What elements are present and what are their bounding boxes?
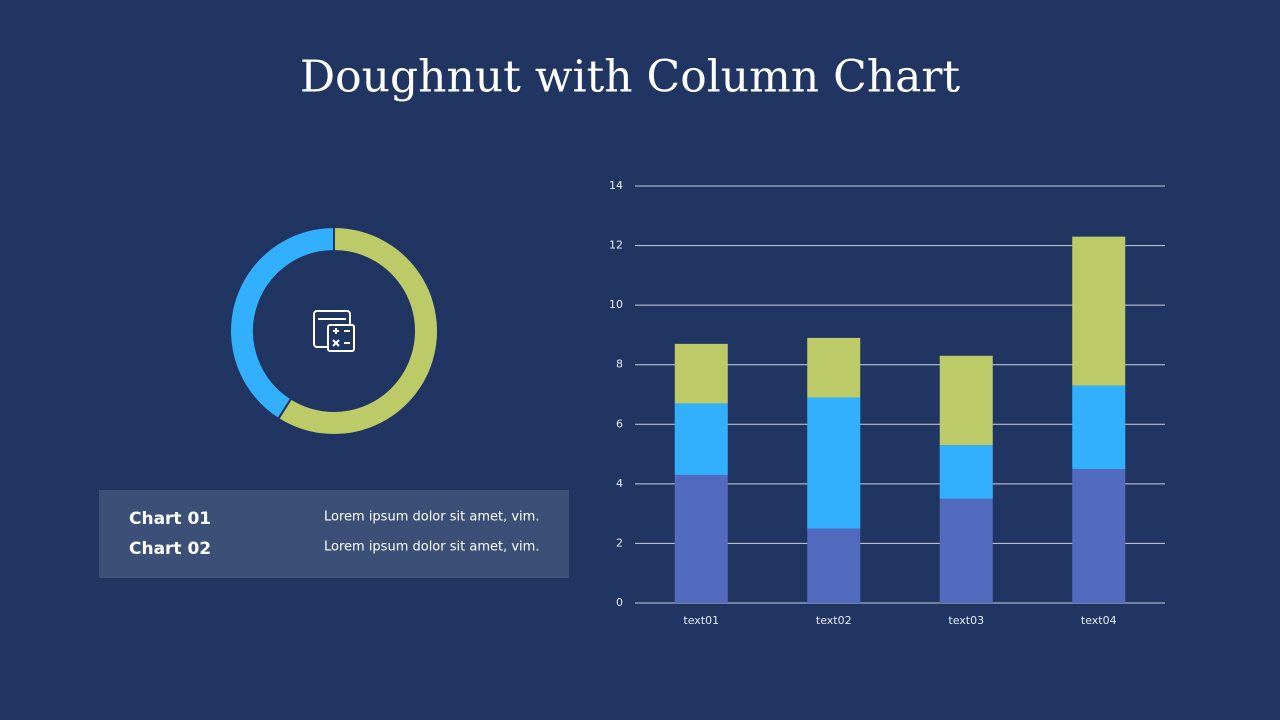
bar-segment bbox=[1072, 385, 1126, 469]
bar-segment bbox=[674, 343, 728, 404]
bar-segment bbox=[939, 355, 993, 446]
calculator-icon bbox=[313, 310, 355, 352]
bar-segment bbox=[1072, 236, 1126, 386]
doughnut-segment bbox=[229, 225, 335, 421]
bar-segment bbox=[807, 337, 861, 398]
y-tick-label: 10 bbox=[609, 298, 623, 311]
y-tick-label: 12 bbox=[609, 239, 623, 252]
info-text: Lorem ipsum dolor sit amet, vim. bbox=[324, 510, 539, 525]
y-tick-label: 4 bbox=[616, 477, 623, 490]
bar-segment bbox=[807, 528, 861, 603]
y-tick-label: 2 bbox=[616, 536, 623, 549]
info-label: Chart 02 bbox=[129, 539, 211, 559]
bar-segment bbox=[674, 403, 728, 475]
column-chart: 0 2 4 6 8 10 12 14 text01 text02 text03 text04 bbox=[609, 179, 1165, 627]
y-tick-label: 14 bbox=[609, 179, 623, 192]
y-tick-label: 0 bbox=[616, 596, 623, 609]
info-box bbox=[99, 490, 569, 578]
doughnut-chart bbox=[229, 225, 439, 436]
bar-segment bbox=[939, 498, 993, 603]
bar-segment bbox=[674, 474, 728, 603]
x-tick-label: text01 bbox=[683, 614, 719, 627]
x-tick-label: text04 bbox=[1081, 614, 1117, 627]
x-tick-label: text02 bbox=[816, 614, 852, 627]
info-label: Chart 01 bbox=[129, 509, 211, 529]
info-text: Lorem ipsum dolor sit amet, vim. bbox=[324, 540, 539, 555]
bar-segment bbox=[1072, 468, 1126, 603]
bar-segment bbox=[807, 397, 861, 529]
bar-segment bbox=[939, 445, 993, 499]
doughnut-segment bbox=[276, 225, 439, 436]
x-tick-label: text03 bbox=[948, 614, 984, 627]
y-tick-label: 8 bbox=[616, 358, 623, 371]
y-tick-label: 6 bbox=[616, 417, 623, 430]
slide-title: Doughnut with Column Chart bbox=[300, 52, 961, 103]
